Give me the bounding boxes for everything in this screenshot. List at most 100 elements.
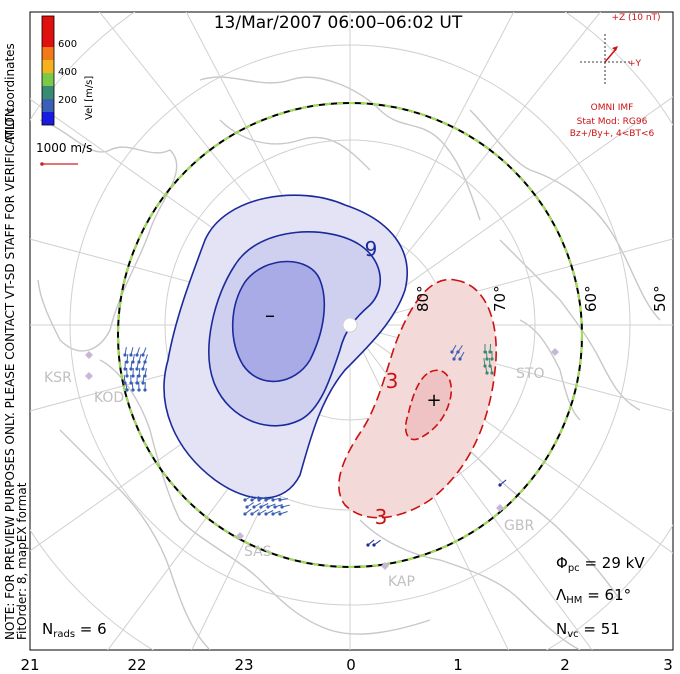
mlt-tick-21: 21: [20, 656, 39, 674]
station-label-sto: STO: [516, 366, 544, 382]
mlt-tick-1: 1: [453, 656, 463, 674]
scale-vector-label: 1000 m/s: [36, 141, 92, 155]
vector-stem: [281, 504, 290, 508]
vector-stem: [130, 347, 134, 356]
vector-stem: [272, 497, 281, 501]
lat-label-50: 50°: [651, 285, 669, 312]
fit-order-note: FitOrder: 8, mapEX format: [15, 482, 29, 640]
lat-label-70: 70°: [491, 285, 509, 312]
station-markers: [85, 348, 559, 570]
vector-stem: [132, 354, 135, 363]
negative-contour-label: 9: [365, 237, 378, 261]
vector-stem: [484, 365, 488, 374]
scale-vector-dot: [40, 162, 44, 166]
mlt-tick-23: 23: [234, 656, 253, 674]
station-label-kap: KAP: [388, 574, 415, 590]
vector-stem: [144, 368, 147, 377]
station-label-ksr: KSR: [44, 370, 72, 386]
vector-stem: [126, 353, 129, 363]
vector-stem: [274, 504, 283, 508]
imf-z-label: +Z (10 nT): [611, 13, 660, 23]
vector-stem: [258, 509, 267, 515]
imf-y-label: +Y: [628, 59, 642, 69]
colorbar-tick-600: 600: [58, 39, 77, 50]
imf-panel: +Z (10 nT) +Y OMNI IMF Stat Mod: RG96 Bz…: [570, 13, 661, 139]
vector-stem: [251, 496, 260, 501]
colorbar-label: Vel [m/s]: [84, 76, 95, 120]
vector-stem: [457, 345, 463, 353]
vector-stem: [142, 347, 147, 356]
vector-stem: [138, 354, 142, 363]
vector-stem: [142, 374, 145, 384]
mlt-tick-2: 2: [560, 656, 570, 674]
vector-stem: [267, 503, 276, 508]
preview-note: NOTE: FOR PREVIEW PURPOSES ONLY. PLEASE …: [3, 104, 17, 640]
mlt-tick-22: 22: [127, 656, 146, 674]
vector-stem: [489, 343, 492, 353]
hm-boundary-overlay: [117, 102, 583, 568]
vector-stem: [272, 510, 281, 515]
station-label-gbr: GBR: [504, 518, 534, 534]
phi-pc-stat: Φpc = 29 kV: [556, 554, 645, 574]
velocity-colorbar: 600 400 200 Vel [m/s]: [41, 15, 95, 126]
pole-marker: [342, 317, 358, 333]
vector-stem: [244, 495, 253, 501]
positive-contour-label-2: 3: [375, 505, 388, 529]
vector-stem: [485, 350, 488, 360]
vector-stem: [124, 347, 127, 356]
potential-min-marker: –: [265, 303, 275, 327]
positive-cell: + 3 3: [338, 278, 498, 529]
velocity-vectors: [123, 343, 507, 547]
station-label-kod: KOD: [94, 390, 124, 406]
mlt-tick-0: 0: [346, 656, 356, 674]
lat-label-60: 60°: [582, 285, 600, 312]
negative-cell: – 9: [163, 194, 408, 499]
vector-stem: [459, 351, 465, 360]
vector-stem: [142, 361, 146, 370]
colorbar-tick-200: 200: [58, 95, 77, 106]
vector-stem: [279, 498, 288, 501]
vector-stem: [251, 509, 259, 515]
vector-stem: [367, 539, 375, 546]
vector-stem: [451, 344, 457, 353]
mlt-tick-3: 3: [663, 656, 673, 674]
vector-stem: [490, 365, 493, 374]
vector-stem: [258, 496, 267, 501]
vector-stem: [488, 357, 491, 367]
latitude-labels: 80° 70° 60° 50°: [414, 285, 669, 312]
vector-stem: [246, 502, 254, 508]
chart-title: 13/Mar/2007 06:00–06:02 UT: [214, 13, 463, 33]
station-label-sas: SAS: [244, 544, 272, 560]
vector-stem: [123, 374, 126, 384]
vector-stem: [130, 360, 133, 370]
vector-stem: [279, 511, 288, 515]
imf-model-line2: Bz+/By+, 4<BT<6: [570, 129, 655, 139]
vector-stem: [125, 382, 128, 391]
imf-model-line1: Stat Mod: RG96: [577, 117, 648, 127]
vector-stem: [265, 510, 274, 515]
vector-stem: [499, 479, 507, 486]
vector-stem: [131, 381, 134, 391]
stats: Nrads = 6 Φpc = 29 kV ΛHM = 61° Nvc = 51: [42, 554, 645, 640]
imf-source: OMNI IMF: [591, 103, 634, 113]
colorbar-tick-400: 400: [58, 67, 77, 78]
potential-max-marker: +: [426, 390, 441, 411]
vector-stem: [373, 539, 381, 546]
vector-stem: [253, 502, 262, 508]
radar-stations: KSR KOD SAS KAP GBR STO: [44, 366, 544, 590]
vector-stem: [144, 354, 148, 363]
vector-stem: [265, 497, 274, 501]
vector-stem: [136, 347, 140, 356]
nrads-stat: Nrads = 6: [42, 620, 107, 640]
vector-stem: [138, 367, 141, 377]
vector-stem: [260, 503, 269, 508]
nvc-stat: Nvc = 51: [556, 620, 620, 640]
lat-label-80: 80°: [414, 285, 432, 312]
positive-contour-label-1: 3: [386, 369, 399, 393]
vector-stem: [136, 361, 139, 370]
vector-stem: [483, 358, 486, 367]
lambda-hm-stat: ΛHM = 61°: [556, 586, 631, 606]
mlt-axis: 21 22 23 0 1 2 3: [20, 656, 672, 674]
coord-label: MLT coordinates: [3, 43, 17, 140]
